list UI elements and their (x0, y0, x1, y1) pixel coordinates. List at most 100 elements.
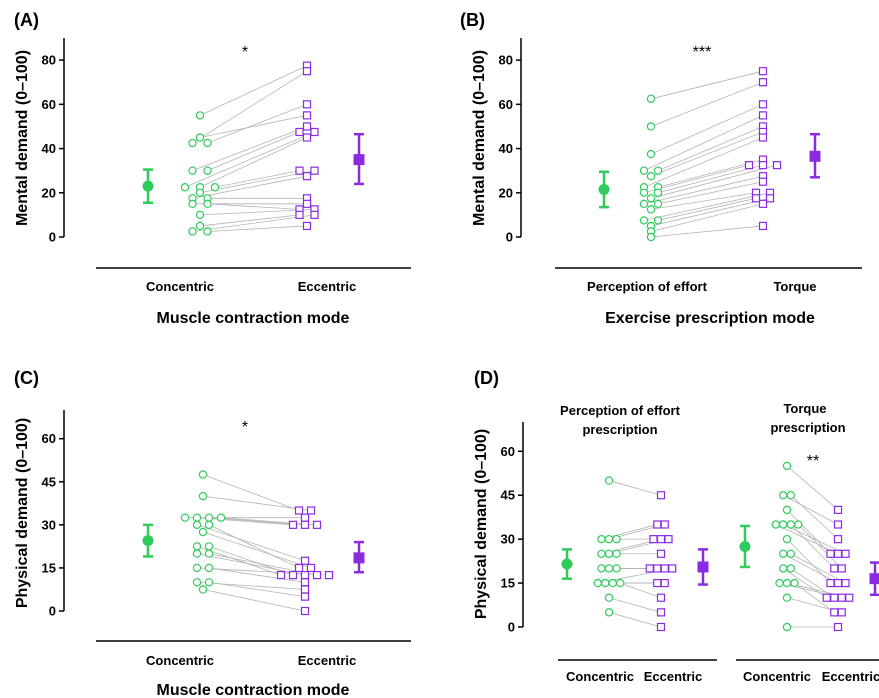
data-point-circle (180, 513, 190, 522)
pair-line (207, 203, 300, 210)
pair-line (192, 126, 308, 172)
pair-line (783, 553, 839, 584)
pair-line (620, 582, 662, 599)
data-point-circle (639, 188, 649, 197)
data-point-circle (204, 549, 214, 558)
data-point-square (758, 199, 768, 208)
data-point-circle (612, 564, 621, 573)
data-point-square (845, 593, 854, 602)
pair-line (207, 103, 308, 144)
data-point-square (645, 564, 654, 573)
data-point-square (656, 608, 666, 617)
pair-line (643, 137, 764, 188)
y-tick-label: 15 (42, 560, 56, 575)
x-category-label: Eccentric (822, 669, 879, 684)
mean-marker-circle (598, 183, 610, 195)
pair-line (650, 164, 778, 199)
x-axis-title: Muscle contraction mode (157, 310, 350, 327)
data-point-square (656, 549, 666, 558)
data-point-square (830, 593, 839, 602)
data-point-square (758, 78, 768, 87)
y-axis-title: Physical demand (0–100) (473, 429, 490, 619)
data-point-circle (646, 194, 656, 203)
data-point-circle (782, 505, 792, 515)
y-axis-title: Mental demand (0–100) (471, 50, 488, 226)
pair-line (650, 197, 771, 227)
data-point-square (312, 571, 322, 580)
data-point-square (300, 592, 310, 601)
data-point-circle (646, 94, 656, 104)
data-point-circle (779, 491, 788, 500)
y-axis-title: Mental demand (0–100) (14, 50, 31, 226)
pair-line (650, 203, 764, 232)
data-point-square (837, 608, 846, 617)
data-point-circle (192, 578, 202, 587)
data-point-circle (601, 578, 610, 588)
data-point-circle (653, 216, 663, 225)
data-point-square (833, 578, 843, 588)
pair-line (608, 597, 662, 613)
data-point-circle (198, 491, 208, 501)
data-point-circle (786, 549, 795, 558)
data-point-circle (616, 578, 625, 588)
data-point-circle (188, 138, 197, 148)
data-point-circle (188, 199, 197, 209)
data-point-square (300, 556, 310, 565)
data-point-circle (604, 608, 614, 617)
data-point-circle (192, 513, 202, 522)
y-tick-label: 30 (42, 517, 56, 532)
data-point-square (294, 506, 304, 515)
data-point-square (302, 133, 312, 142)
data-point-circle (790, 578, 799, 588)
pair-line (657, 181, 764, 205)
data-point-square (653, 520, 662, 529)
y-tick-label: 80 (42, 53, 56, 68)
data-point-square (758, 177, 768, 186)
panel-label: (C) (14, 368, 39, 388)
y-tick-label: 80 (499, 53, 513, 68)
pair-line (608, 611, 662, 628)
data-point-square (656, 491, 666, 500)
pair-line (650, 70, 764, 100)
mean-marker-circle (142, 180, 154, 192)
pair-line (192, 214, 315, 232)
data-point-square (826, 578, 835, 588)
data-point-circle (195, 188, 205, 197)
significance-marker: * (242, 419, 248, 436)
data-point-square (758, 133, 768, 142)
y-tick-label: 60 (499, 97, 513, 112)
data-point-square (841, 549, 850, 558)
data-point-circle (646, 171, 656, 181)
x-category-label: Eccentric (298, 279, 357, 294)
y-tick-label: 20 (42, 185, 56, 200)
pair-line (196, 524, 306, 562)
data-point-square (295, 166, 304, 175)
data-point-circle (198, 470, 208, 479)
data-point-square (302, 111, 312, 120)
data-point-square (758, 221, 768, 231)
data-point-square (295, 210, 304, 219)
panel-label: (B) (460, 10, 485, 30)
data-point-square (302, 199, 312, 208)
data-point-circle (203, 138, 212, 148)
data-point-circle (794, 520, 803, 529)
data-point-square (295, 127, 304, 137)
y-tick-label: 60 (42, 97, 56, 112)
data-point-circle (210, 183, 220, 192)
data-point-circle (612, 549, 621, 558)
data-point-square (833, 520, 843, 529)
data-point-square (306, 563, 316, 573)
pair-line (208, 581, 306, 598)
pair-line (650, 192, 757, 210)
pair-line (202, 589, 306, 612)
data-point-square (300, 606, 310, 616)
x-category-label: Concentric (146, 279, 214, 294)
pair-line (199, 65, 308, 116)
x-axis-title: Exercise prescription mode (605, 310, 815, 327)
data-point-circle (646, 149, 656, 159)
data-point-square (302, 221, 312, 231)
pair-line (650, 103, 764, 155)
data-point-square (833, 505, 843, 514)
pair-line (643, 175, 764, 205)
data-point-square (833, 622, 843, 632)
